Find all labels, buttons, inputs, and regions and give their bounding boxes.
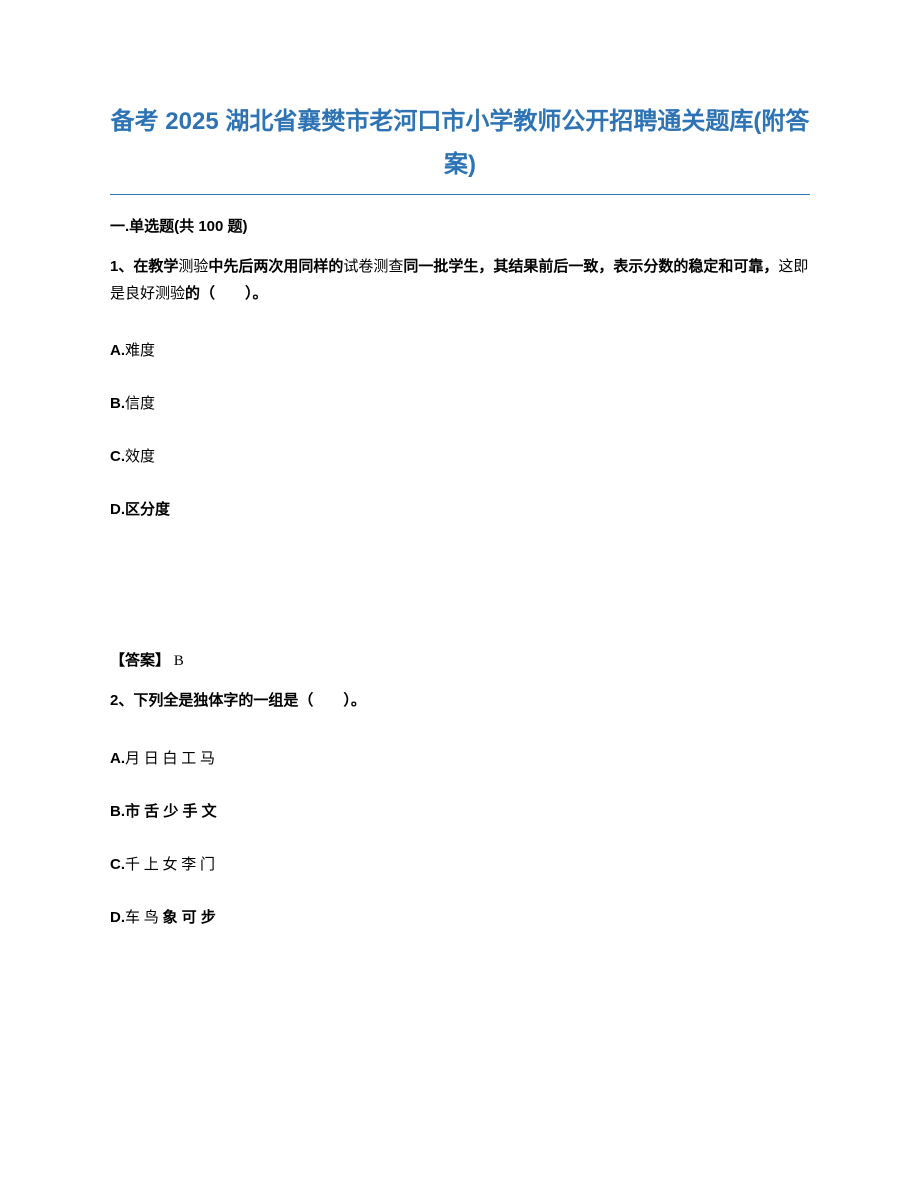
q2-option-d-pre: 车 鸟 [125, 910, 163, 926]
q2-option-b: B.市 舌 少 手 文 [110, 800, 810, 821]
q1-option-d-text: 区分度 [125, 501, 170, 518]
q2-option-b-label: B. [110, 803, 125, 820]
q2-option-a: A.月 日 白 工 马 [110, 747, 810, 768]
q1-option-b-label: B. [110, 395, 125, 412]
section-header: 一.单选题(共 100 题) [110, 215, 810, 236]
q2-option-d: D.车 鸟 象 可 步 [110, 906, 810, 927]
q1-option-a-text: 难度 [125, 343, 155, 359]
q1-mid1: 测验 [178, 259, 208, 275]
q2-option-c: C.千 上 女 李 门 [110, 853, 810, 874]
title-underline [110, 194, 810, 195]
q1-option-c-text: 效度 [125, 449, 155, 465]
q1-mid2: 试卷测查 [343, 259, 403, 275]
q2-number: 2、 [110, 692, 133, 709]
q2-option-d-bold: 象 可 步 [163, 909, 216, 926]
q1-option-d: D.区分度 [110, 498, 810, 519]
q1-option-b: B.信度 [110, 392, 810, 413]
q1-option-b-text: 信度 [125, 396, 155, 412]
q1-bold2: 中先后两次用同样的 [208, 258, 343, 275]
q1-bold4: 的（ ）。 [185, 285, 268, 302]
q2-option-a-label: A. [110, 750, 125, 767]
q1-option-a: A.难度 [110, 339, 810, 360]
question-2-text: 2、下列全是独体字的一组是（ ）。 [110, 688, 810, 715]
q1-bold3: 同一批学生，其结果前后一致，表示分数的稳定和可靠， [403, 258, 778, 275]
q2-option-c-label: C. [110, 856, 125, 873]
q1-option-c: C.效度 [110, 445, 810, 466]
question-1-text: 1、在教学测验中先后两次用同样的试卷测查同一批学生，其结果前后一致，表示分数的稳… [110, 254, 810, 307]
q1-prefix: 在教学 [133, 258, 178, 275]
q1-answer: 【答案】 B [110, 649, 810, 670]
q1-number: 1、 [110, 258, 133, 275]
q1-option-d-label: D. [110, 501, 125, 518]
q2-bold1: 下列全是独体字的一组是（ ）。 [133, 692, 366, 709]
q1-option-a-label: A. [110, 342, 125, 359]
q1-option-c-label: C. [110, 448, 125, 465]
document-title: 备考 2025 湖北省襄樊市老河口市小学教师公开招聘通关题库(附答案) [110, 100, 810, 186]
q2-option-d-label: D. [110, 909, 125, 926]
q1-answer-value: B [170, 653, 184, 669]
q2-option-b-text: 市 舌 少 手 文 [125, 803, 217, 820]
q2-option-c-text: 千 上 女 李 门 [125, 857, 215, 873]
q1-answer-label: 【答案】 [110, 652, 170, 669]
q2-option-a-text: 月 日 白 工 马 [125, 751, 215, 767]
